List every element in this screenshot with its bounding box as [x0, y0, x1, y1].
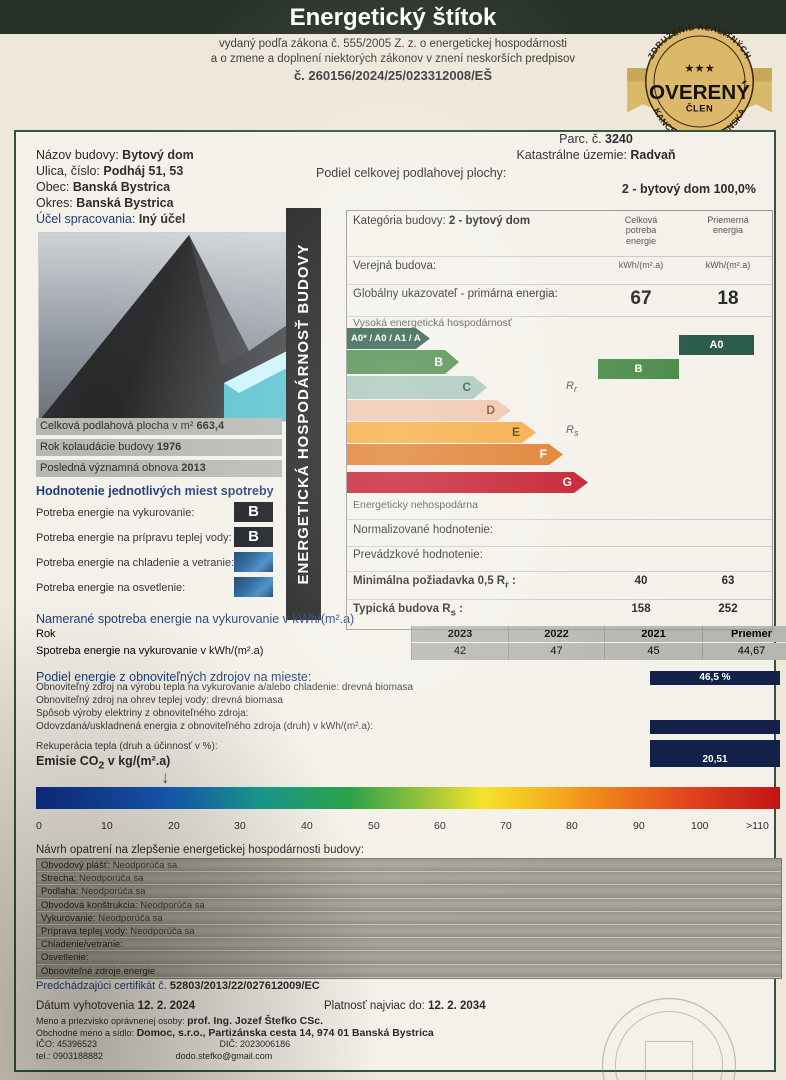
svg-text:OVERENÝ: OVERENÝ: [649, 80, 750, 104]
svg-text:ČLEN: ČLEN: [686, 102, 713, 113]
svg-text:★★★: ★★★: [684, 63, 715, 75]
